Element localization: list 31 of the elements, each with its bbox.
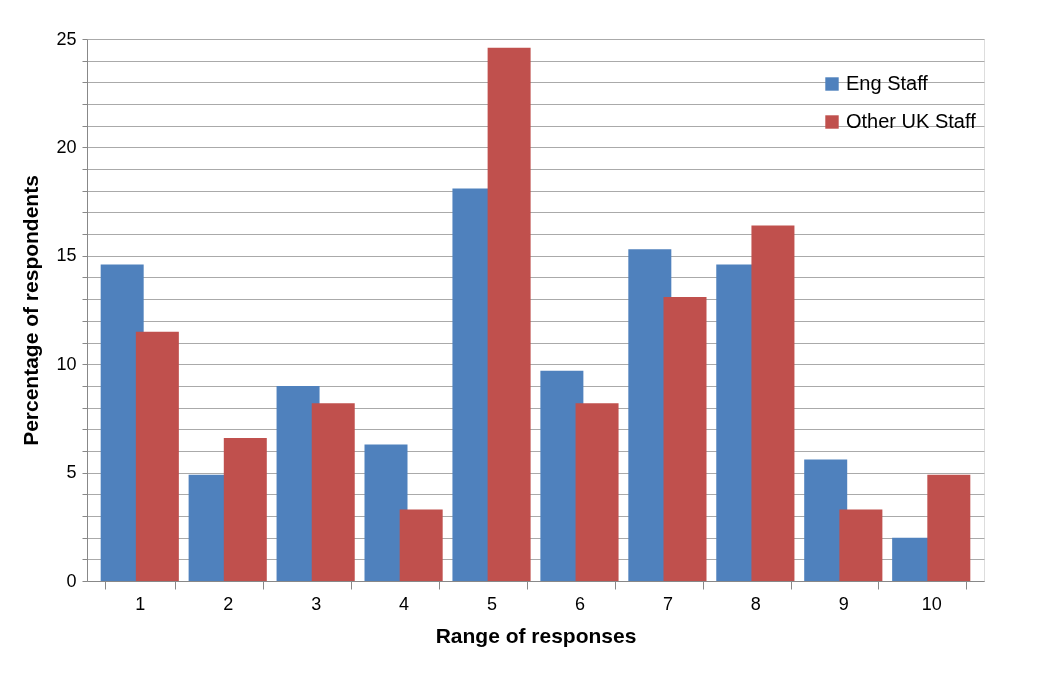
- y-tick-label: 20: [56, 136, 77, 157]
- x-tick-label: 1: [135, 593, 146, 614]
- y-tick-label: 25: [56, 28, 77, 49]
- y-axis-title: Percentage of respondents: [19, 175, 43, 446]
- x-tick-label: 4: [399, 593, 410, 614]
- y-tick-label: 5: [66, 462, 77, 483]
- x-tick-label: 8: [750, 593, 761, 614]
- bar: [927, 474, 971, 581]
- bar: [399, 509, 443, 581]
- bar: [223, 437, 267, 581]
- bar: [575, 403, 619, 581]
- x-axis-title: Range of responses: [435, 623, 637, 647]
- bar: [663, 296, 707, 581]
- x-tick-label: 3: [311, 593, 322, 614]
- bar: [751, 225, 795, 581]
- bar: [311, 403, 355, 581]
- legend-label: Other UK Staff: [846, 110, 977, 132]
- y-tick-label: 15: [56, 245, 77, 266]
- x-tick-label: 2: [223, 593, 234, 614]
- y-tick-label: 0: [66, 570, 77, 591]
- bar: [487, 47, 531, 581]
- x-tick-label: 9: [838, 593, 849, 614]
- x-tick-label: 7: [662, 593, 673, 614]
- legend-label: Eng Staff: [846, 72, 929, 94]
- bar: [135, 331, 179, 581]
- x-tick-label: 10: [921, 593, 942, 614]
- bar: [839, 509, 883, 581]
- x-tick-label: 5: [487, 593, 498, 614]
- x-tick-label: 6: [574, 593, 585, 614]
- y-tick-label: 10: [56, 353, 77, 374]
- bar: [364, 444, 408, 581]
